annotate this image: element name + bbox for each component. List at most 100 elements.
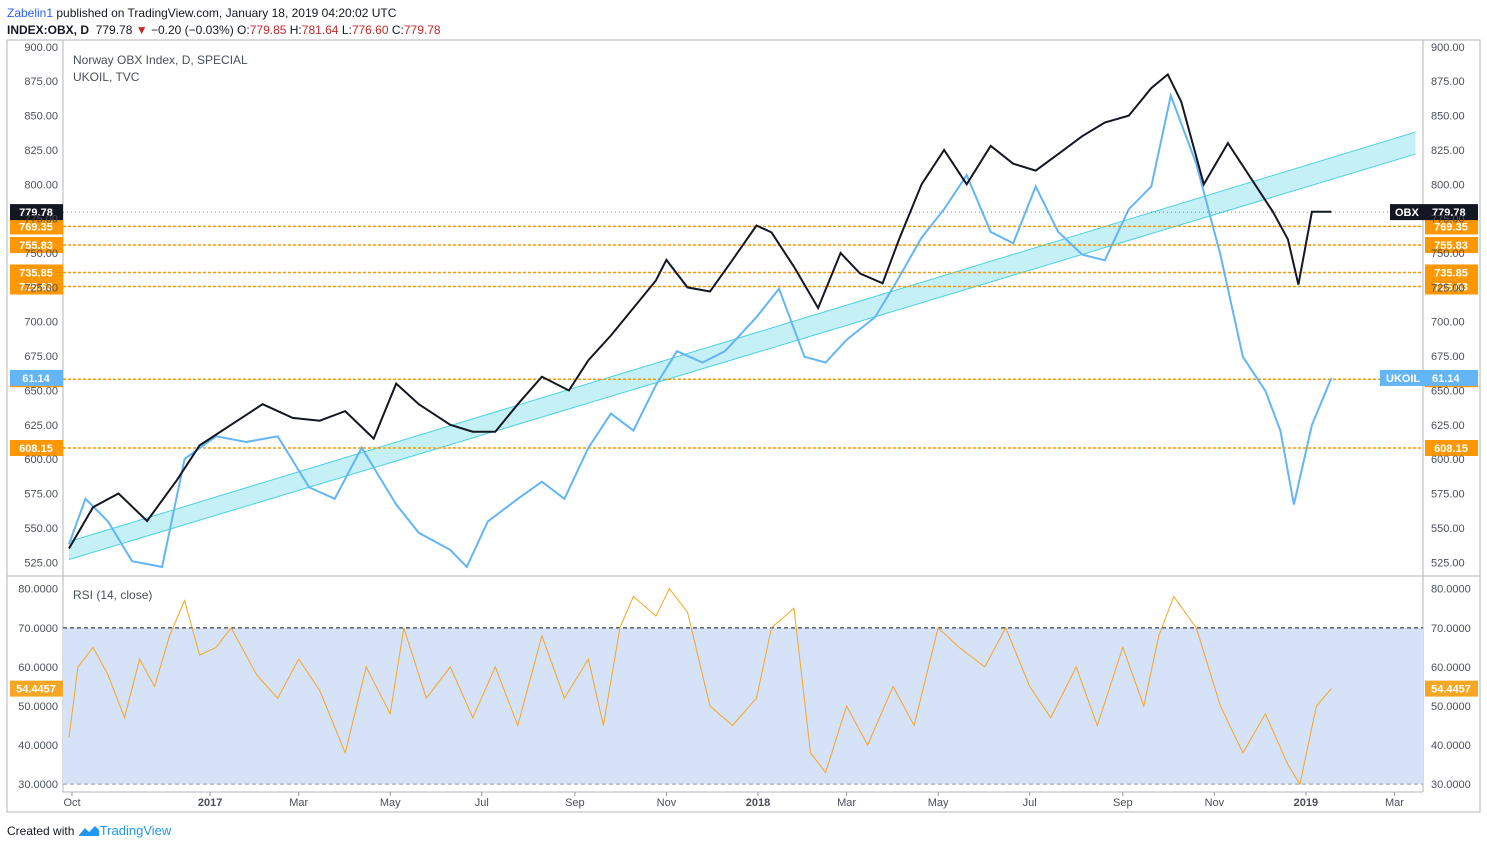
low-value: 776.60 — [351, 23, 389, 37]
level-tag-left — [10, 439, 63, 456]
x-tick-label: Jul — [475, 797, 489, 809]
level-tag-text: 769.35 — [19, 221, 53, 233]
y-tick-left: 725.00 — [24, 282, 58, 294]
y-tick-left: 600.00 — [24, 454, 58, 466]
y-tick-right: 850.00 — [1431, 111, 1465, 123]
symbol-label[interactable]: INDEX:OBX, D — [7, 23, 90, 37]
rsi-last-tag-left-text: 54.4457 — [16, 684, 56, 696]
open-value: 779.85 — [249, 23, 287, 37]
y-tick-left: 775.00 — [24, 214, 58, 226]
y-tick-right: 750.00 — [1431, 248, 1465, 260]
rsi-y-tick-right: 30.0000 — [1431, 779, 1471, 791]
y-tick-right: 825.00 — [1431, 145, 1465, 157]
y-tick-right: 875.00 — [1431, 76, 1465, 88]
last-price: 779.78 — [95, 23, 133, 37]
high-label: H: — [289, 23, 302, 37]
level-tag-text: 725.63 — [19, 282, 53, 294]
rsi-pane-title: RSI (14, close) — [73, 588, 152, 602]
rsi-y-tick-left: 80.0000 — [18, 584, 58, 596]
level-tag-left — [10, 218, 63, 235]
obx-name-tag-text: OBX — [1395, 207, 1420, 219]
x-tick-label: 2019 — [1294, 797, 1318, 809]
rsi-y-tick-right: 70.0000 — [1431, 623, 1471, 635]
ohlc-legend: INDEX:OBX, D 779.78 ▼ −0.20 (−0.03%) O:7… — [7, 23, 441, 37]
y-tick-right: 550.00 — [1431, 523, 1465, 535]
y-tick-right: 700.00 — [1431, 317, 1465, 329]
y-tick-right: 650.00 — [1431, 385, 1465, 397]
tradingview-brand[interactable]: TradingView — [99, 823, 172, 838]
level-tag-left — [10, 237, 63, 254]
y-tick-left: 675.00 — [24, 351, 58, 363]
level-tag-text: 735.85 — [19, 267, 53, 279]
level-tag-right — [1425, 278, 1478, 295]
level-tag-text: 608.15 — [1434, 443, 1468, 455]
level-tag-text: 755.83 — [1434, 240, 1468, 252]
rsi-y-tick-left: 30.0000 — [18, 779, 58, 791]
y-tick-left: 550.00 — [24, 523, 58, 535]
published-text: published on TradingView.com, January 18… — [56, 6, 397, 20]
channel-lower-line — [68, 153, 1416, 560]
x-tick-label: Mar — [837, 797, 856, 809]
main-pane-title: Norway OBX Index, D, SPECIAL — [73, 53, 248, 67]
y-tick-left: 700.00 — [24, 317, 58, 329]
x-tick-label: Nov — [657, 797, 677, 809]
high-value: 781.64 — [301, 23, 339, 37]
y-tick-left: 825.00 — [24, 145, 58, 157]
open-label: O: — [237, 23, 250, 37]
obx-last-tag-right-text: 779.78 — [1432, 207, 1466, 219]
y-tick-left: 750.00 — [24, 248, 58, 260]
footer: Created with TradingView — [7, 823, 171, 838]
ukoil-last-tag-right — [1380, 369, 1478, 386]
obx-last-tag-left-text: 779.78 — [19, 207, 53, 219]
y-tick-right: 575.00 — [1431, 489, 1465, 501]
rsi-y-tick-left: 40.0000 — [18, 740, 58, 752]
rsi-y-tick-left: 50.0000 — [18, 701, 58, 713]
x-tick-label: Sep — [1113, 797, 1133, 809]
level-tag-text: 769.35 — [1434, 221, 1468, 233]
obx-last-tag-left — [10, 204, 63, 221]
rsi-series-line — [68, 587, 1332, 786]
low-label: L: — [341, 23, 352, 37]
y-tick-left: 525.00 — [24, 557, 58, 569]
rsi-y-tick-left: 60.0000 — [18, 662, 58, 674]
y-tick-left: 875.00 — [24, 76, 58, 88]
rsi-y-tick-right: 80.0000 — [1431, 584, 1471, 596]
y-tick-right: 775.00 — [1431, 214, 1465, 226]
rsi-last-tag-left — [10, 680, 63, 697]
y-tick-left: 900.00 — [24, 42, 58, 54]
chart-frame — [6, 39, 1481, 813]
rsi-y-tick-right: 50.0000 — [1431, 701, 1471, 713]
tradingview-logo-icon — [78, 825, 99, 836]
y-tick-right: 625.00 — [1431, 420, 1465, 432]
y-tick-right: 725.00 — [1431, 282, 1465, 294]
x-tick-label: Mar — [1385, 797, 1404, 809]
y-tick-right: 525.00 — [1431, 557, 1465, 569]
ukoil-series-line — [68, 92, 1333, 569]
x-tick-label: 2018 — [746, 797, 770, 809]
change-value: −0.20 (−0.03%) — [150, 23, 234, 37]
channel-fill — [69, 132, 1416, 560]
y-tick-left: 850.00 — [24, 111, 58, 123]
x-tick-label: Nov — [1205, 797, 1225, 809]
x-tick-label: Oct — [63, 797, 80, 809]
level-tag-right — [1425, 439, 1478, 456]
y-tick-right: 800.00 — [1431, 179, 1465, 191]
ukoil-last-tag-left-text: 61.14 — [22, 373, 50, 385]
channel-upper-line — [68, 131, 1416, 543]
rsi-last-tag-right-text: 54.4457 — [1431, 684, 1471, 696]
level-tag-left — [10, 278, 63, 295]
level-tag-right — [1425, 218, 1478, 235]
ukoil-name-tag-text: UKOIL — [1386, 373, 1421, 385]
x-tick-label: Mar — [289, 797, 308, 809]
level-tag-text: 755.83 — [19, 240, 53, 252]
level-tag-text: 735.85 — [1434, 267, 1468, 279]
author-link[interactable]: Zabelin1 — [7, 6, 54, 20]
level-tag-left — [10, 264, 63, 281]
ukoil-last-tag-right-text: 61.14 — [1432, 373, 1460, 385]
x-tick-label: May — [380, 797, 401, 809]
rsi-y-tick-left: 70.0000 — [18, 623, 58, 635]
level-tag-text: 725.63 — [1434, 282, 1468, 294]
y-tick-left: 650.00 — [24, 385, 58, 397]
x-tick-label: May — [928, 797, 949, 809]
